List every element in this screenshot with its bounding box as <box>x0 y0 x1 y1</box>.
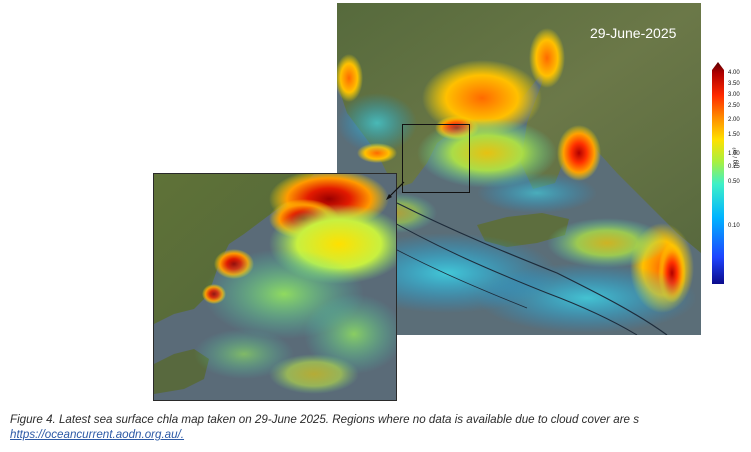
map-date-label: 29-June-2025 <box>590 25 677 41</box>
colorbar <box>712 62 724 284</box>
caption-link[interactable]: https://oceancurrent.aodn.org.au/. <box>10 428 185 441</box>
colorbar-tick: 0.10 <box>728 223 740 229</box>
main-chla-map <box>337 3 701 335</box>
caption-text: Figure 4. Latest sea surface chla map ta… <box>10 413 640 426</box>
colorbar-tick: 3.50 <box>728 81 740 87</box>
figure-caption: Figure 4. Latest sea surface chla map ta… <box>10 412 751 452</box>
colorbar-tick: 3.00 <box>728 92 740 98</box>
colorbar-tick: 0.50 <box>728 179 740 185</box>
inset-map-graphic <box>154 174 396 400</box>
colorbar-tick: 1.50 <box>728 132 740 138</box>
zoom-region-box <box>402 124 470 193</box>
colorbar-tick: 4.00 <box>728 70 740 76</box>
colorbar-tick: 2.00 <box>728 117 740 123</box>
main-map-graphic <box>337 3 701 335</box>
colorbar-tick: 2.50 <box>728 103 740 109</box>
zoom-arrow <box>386 181 405 200</box>
colorbar-unit-label: mg / m³ <box>733 147 739 168</box>
inset-zoom-map <box>153 173 397 401</box>
colorbar-tick: 0.75 <box>728 164 740 170</box>
colorbar-tick: 1.00 <box>728 151 740 157</box>
